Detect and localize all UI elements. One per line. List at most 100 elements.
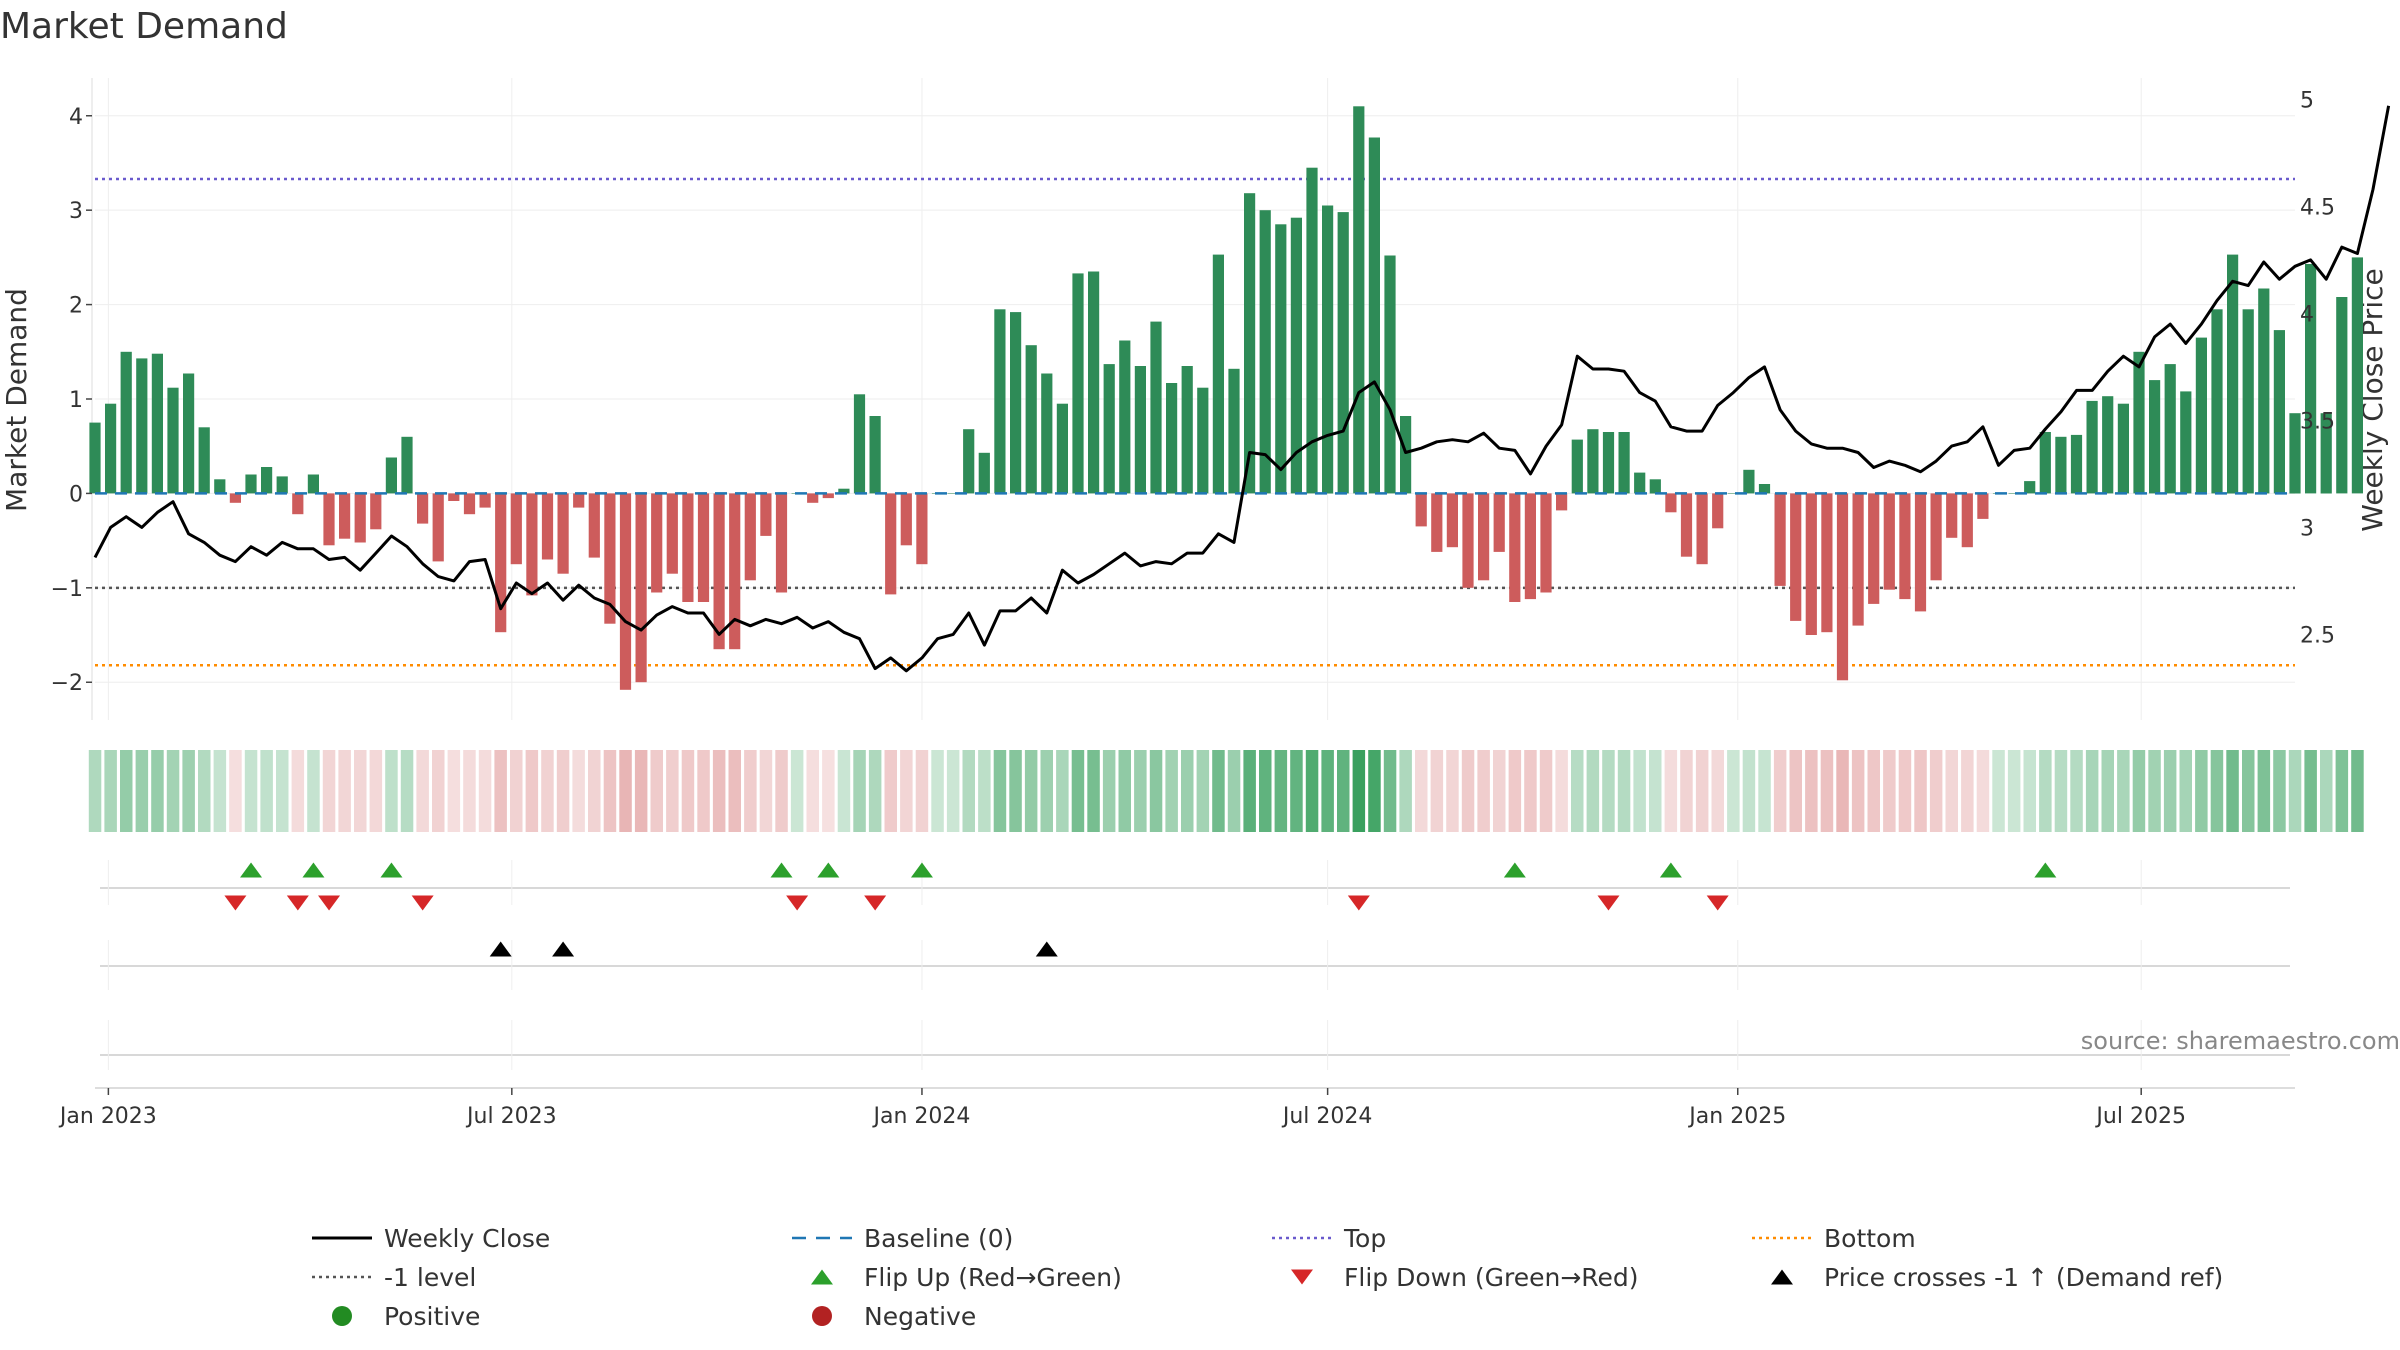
demand-bar-positive: [2039, 432, 2051, 494]
demand-bar-positive: [1025, 345, 1037, 494]
demand-bar-negative: [292, 493, 304, 515]
heat-cell-positive: [993, 750, 1007, 832]
demand-bar-positive: [963, 429, 975, 494]
demand-bar-negative: [417, 493, 429, 524]
demand-bar-negative: [1790, 493, 1802, 621]
y-tick-label: 4: [69, 105, 83, 130]
heat-cell-positive: [2179, 750, 2192, 832]
demand-bar-negative: [682, 493, 694, 602]
heat-cell-positive: [1602, 750, 1615, 832]
demand-bar-negative: [1478, 493, 1490, 581]
demand-bar-positive: [1743, 469, 1755, 494]
heat-cell-negative: [1976, 750, 1990, 832]
demand-bar-positive: [1072, 273, 1084, 494]
demand-bar-positive: [2227, 254, 2239, 494]
heat-cell-negative: [1961, 750, 1974, 832]
x-tick-label: Jul 2024: [1281, 1104, 1373, 1129]
demand-bar-positive: [261, 467, 273, 494]
y-axis-ticks: −2 −1 0 1 2 3 4: [51, 105, 92, 696]
demand-bar-positive: [994, 309, 1006, 494]
heat-cell-negative: [822, 750, 835, 832]
heat-cell-positive: [2273, 750, 2286, 832]
heat-cell-positive: [1758, 750, 1771, 832]
demand-bar-negative: [1930, 493, 1942, 581]
heat-cell-negative: [447, 750, 461, 832]
heat-cell-negative: [291, 750, 305, 832]
demand-bar-positive: [151, 353, 163, 494]
demand-bar-negative: [1712, 493, 1724, 529]
demand-bar-positive: [2086, 400, 2098, 494]
heat-cell-negative: [494, 750, 507, 832]
flip-down-marker: [1706, 895, 1729, 911]
heat-cell-positive: [1118, 750, 1131, 832]
heat-cell-negative: [1695, 750, 1709, 832]
heat-cell-negative: [556, 750, 570, 832]
heat-cell-negative: [650, 750, 663, 832]
x-tick-label: Jan 2025: [1687, 1104, 1786, 1129]
heat-cell-positive: [2054, 750, 2068, 832]
heat-cell-negative: [1524, 750, 1537, 832]
demand-bar-positive: [1134, 366, 1146, 494]
heat-cell-negative: [1805, 750, 1818, 832]
demand-bar-negative: [1556, 493, 1568, 511]
demand-bar-positive: [2351, 257, 2363, 494]
demand-bar-positive: [245, 474, 257, 494]
heat-cell-negative: [759, 750, 773, 832]
flip-up-marker: [240, 862, 263, 878]
demand-bar-positive: [1041, 373, 1053, 494]
heat-cell-negative: [510, 750, 523, 832]
y-tick-label: −1: [51, 577, 83, 602]
demand-bar-negative: [1774, 493, 1786, 586]
heat-cell-positive: [2132, 750, 2146, 832]
demand-bar-positive: [2211, 309, 2223, 494]
demand-bar-positive: [1212, 254, 1224, 494]
cross-up-marker: [1035, 941, 1058, 957]
demand-bar-positive: [2320, 413, 2332, 494]
demand-bar-negative: [1446, 493, 1458, 548]
heat-cell-positive: [2023, 750, 2036, 832]
demand-bar-positive: [2117, 403, 2129, 494]
heat-cell-positive: [88, 750, 102, 832]
demand-bar-negative: [588, 493, 600, 558]
heat-cell-positive: [151, 750, 164, 832]
demand-bar-positive: [1400, 416, 1412, 494]
heat-cell-positive: [400, 750, 414, 832]
heat-cell-positive: [2335, 750, 2349, 832]
demand-bar-negative: [760, 493, 772, 536]
heat-cell-negative: [1914, 750, 1927, 832]
demand-bar-negative: [1540, 493, 1552, 593]
heat-cell-positive: [182, 750, 195, 832]
heat-cell-negative: [1477, 750, 1490, 832]
heat-cell-negative: [1664, 750, 1678, 832]
heat-cell-negative: [712, 750, 726, 832]
demand-bar-negative: [1509, 493, 1521, 602]
demand-bar-negative: [1946, 493, 1958, 538]
flip-down-marker: [318, 895, 341, 911]
flip-down-marker: [864, 895, 887, 911]
demand-bar-positive: [2070, 434, 2083, 494]
legend-flip-down-green-red-label: Flip Down (Green→Red): [1344, 1263, 1639, 1292]
heat-cell-negative: [1945, 750, 1958, 832]
x-axis-ticks: Jan 2023 Jul 2023 Jan 2024 Jul 2024 Jan 2025…: [58, 1088, 2186, 1129]
flip-up-marker: [302, 862, 325, 878]
heat-cell-negative: [1555, 750, 1568, 832]
demand-bar-positive: [2008, 493, 2020, 494]
demand-bar-positive: [2024, 481, 2036, 494]
heat-cell-positive: [166, 750, 180, 832]
heat-cell-negative: [338, 750, 351, 832]
heat-cell-positive: [104, 750, 117, 832]
flip-down-marker: [286, 895, 309, 911]
heat-cell-positive: [276, 750, 289, 832]
demand-bar-positive: [136, 358, 148, 494]
demand-bar-positive: [167, 387, 179, 494]
x-tick-label: Jan 2023: [58, 1104, 157, 1129]
cross-up-marker: [552, 941, 575, 957]
demand-bar-negative: [557, 493, 569, 574]
heat-cell-positive: [2117, 750, 2130, 832]
heat-cell-positive: [1196, 750, 1210, 832]
heat-cell-positive: [307, 750, 320, 832]
heat-cell-negative: [1773, 750, 1787, 832]
heat-cell-positive: [1087, 750, 1100, 832]
heat-cell-negative: [1493, 750, 1506, 832]
demand-bar-negative: [1836, 493, 1849, 681]
